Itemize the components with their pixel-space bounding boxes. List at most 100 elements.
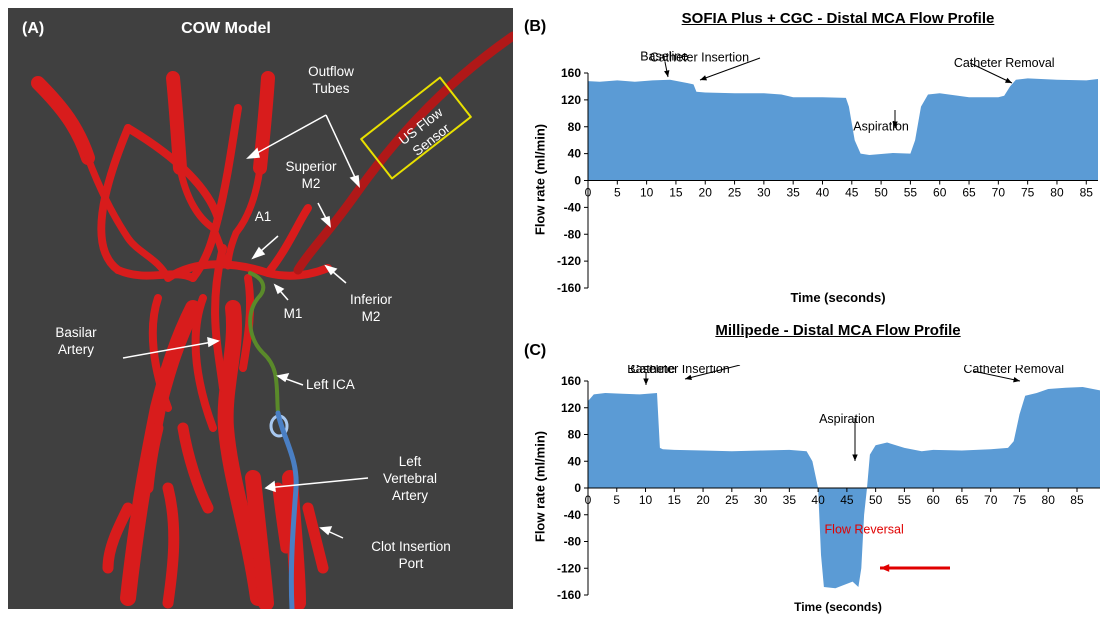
chart-c-annotation-arrow [684,365,741,380]
chart-c-annotation-arrowhead [880,564,890,572]
chart-c-x-tick-label: 75 [1013,493,1027,507]
chart-b-annotation-arrowhead [892,121,898,128]
chart-b-x-tick-label: 70 [992,186,1006,200]
chart-c-y-tick-label: -40 [564,508,582,522]
panel-a-label: (A) [22,20,45,37]
chart-c-x-tick-label: 70 [984,493,998,507]
chart-c-x-tick-label: 35 [783,493,797,507]
chart-b-y-tick-label: 120 [561,93,581,107]
chart-c-x-tick-label: 60 [926,493,940,507]
chart-b-annotation-arrowhead [1005,77,1012,83]
chart-b-x-tick-label: 65 [962,186,976,200]
label-outflow-tubes: Outflow Tubes [308,64,354,96]
chart-b-x-tick-label: 10 [640,186,654,200]
cow-model-illustration [31,31,513,609]
chart-c-y-tick-label: 40 [568,454,582,468]
chart-c-x-tick-label: 55 [898,493,912,507]
chart-c-x-tick-label: 80 [1042,493,1056,507]
chart-c-y-tick-label: 80 [568,428,582,442]
chart-b-y-tick-label: -120 [557,254,581,268]
chart-b-y-tick-label: 80 [568,120,582,134]
chart-b-y-tick-label: -160 [557,281,581,295]
chart-b-annotation: Aspiration [853,119,909,133]
chart-c-y-tick-label: 120 [561,401,581,415]
chart-c-x-tick-label: 0 [585,493,592,507]
chart-b-x-tick-label: 5 [614,186,621,200]
chart-b-x-tick-label: 0 [585,186,592,200]
chart-c-x-tick-label: 50 [869,493,883,507]
us-flow-sensor-box [360,76,472,180]
label-left-ica: Left ICA [306,377,355,392]
chart-b-y-tick-label: -80 [564,227,582,241]
chart-c-x-tick-label: 65 [955,493,969,507]
chart-b-x-tick-label: 35 [786,186,800,200]
panel-b-label: (B) [524,18,547,35]
chart-c-x-tick-label: 5 [613,493,620,507]
chart-c-annotation-arrowhead [685,374,692,381]
chart-c-annotation-arrowhead [852,454,858,461]
chart-c-y-tick-label: -120 [557,561,581,575]
chart-b-y-tick-label: 40 [568,147,582,161]
label-m1: M1 [283,306,303,321]
chart-b-annotation-arrow [969,62,1013,84]
chart-c-annotation-arrow [972,370,1021,382]
chart-b-x-tick-label: 75 [1021,186,1035,200]
chart-c-xlabel: Time (seconds) [794,600,882,614]
chart-c-x-tick-label: 85 [1070,493,1084,507]
chart-c-annotation-arrowhead [1013,376,1020,383]
chart-c-ylabel: Flow rate (ml/min) [532,430,548,543]
chart-b-annotation-arrow [699,57,761,81]
panel-a-title: COW Model [181,20,271,37]
chart-c-annotation: Catheter Removal [963,365,1064,376]
chart-c-annotation: Catheter Insertion [630,365,729,376]
label-a1: A1 [254,209,272,224]
chart-c-x-tick-label: 40 [811,493,825,507]
chart-b-y-tick-label: 160 [561,66,581,80]
chart-c-annotation-arrowhead [643,378,649,385]
chart-c-y-tick-label: 0 [574,481,581,495]
chart-b-x-tick-label: 85 [1080,186,1094,200]
chart-c-x-tick-label: 10 [639,493,653,507]
cow-model-panel: (A) COW Model Outflow Tubes US Flow Sens… [8,8,513,609]
label-left-vertebral-artery: Left Vertebral Artery [382,454,438,503]
chart-c-y-tick-label: 160 [561,374,581,388]
chart-b-x-tick-label: 15 [669,186,683,200]
chart-b-x-tick-label: 25 [728,186,742,200]
chart-b-annotation: Baseline [640,50,688,63]
label-basilar-artery: Basilar Artery [55,325,97,357]
label-inferior-m2: Inferior M2 [349,292,393,324]
chart-c-x-tick-label: 20 [696,493,710,507]
chart-c-annotation: Baseline [627,365,675,376]
chart-b-x-tick-label: 45 [845,186,859,200]
chart-b-annotation: Catheter Removal [954,56,1055,70]
chart-b-xlabel: Time (seconds) [790,290,886,305]
chart-c-y-tick-label: -80 [564,535,582,549]
chart-c-x-tick-label: 15 [668,493,682,507]
chart-b-x-tick-label: 50 [874,186,888,200]
chart-b-y-tick-label: 0 [574,174,581,188]
chart-b-annotation: Catheter Insertion [650,51,749,65]
chart-b-x-tick-label: 55 [904,186,918,200]
chart-c-annotation: Aspiration [819,412,875,426]
chart-c-y-tick-label: -160 [557,588,581,602]
chart-b-x-tick-label: 80 [1050,186,1064,200]
chart-b-x-tick-label: 40 [816,186,830,200]
chart-b-title: SOFIA Plus + CGC - Distal MCA Flow Profi… [681,10,995,27]
label-superior-m2: Superior M2 [285,159,337,191]
chart-b-area-series [588,78,1098,181]
chart-b-y-tick-label: -40 [564,200,582,214]
chart-c-title: Millipede - Distal MCA Flow Profile [715,322,961,339]
chart-b-x-tick-label: 20 [699,186,713,200]
chart-b-annotation-arrowhead [664,70,670,77]
chart-b-x-tick-label: 60 [933,186,947,200]
label-clot-insertion-port: Clot Insertion Port [371,539,451,571]
chart-b-x-tick-label: 30 [757,186,771,200]
chart-c-x-tick-label: 45 [840,493,854,507]
chart-b-ylabel: Flow rate (ml/min) [532,123,548,236]
chart-c-x-tick-label: 25 [725,493,739,507]
chart-c-x-tick-label: 30 [754,493,768,507]
chart-b-annotation-arrowhead [700,75,707,81]
chart-c-annotation: Flow Reversal [825,523,904,537]
